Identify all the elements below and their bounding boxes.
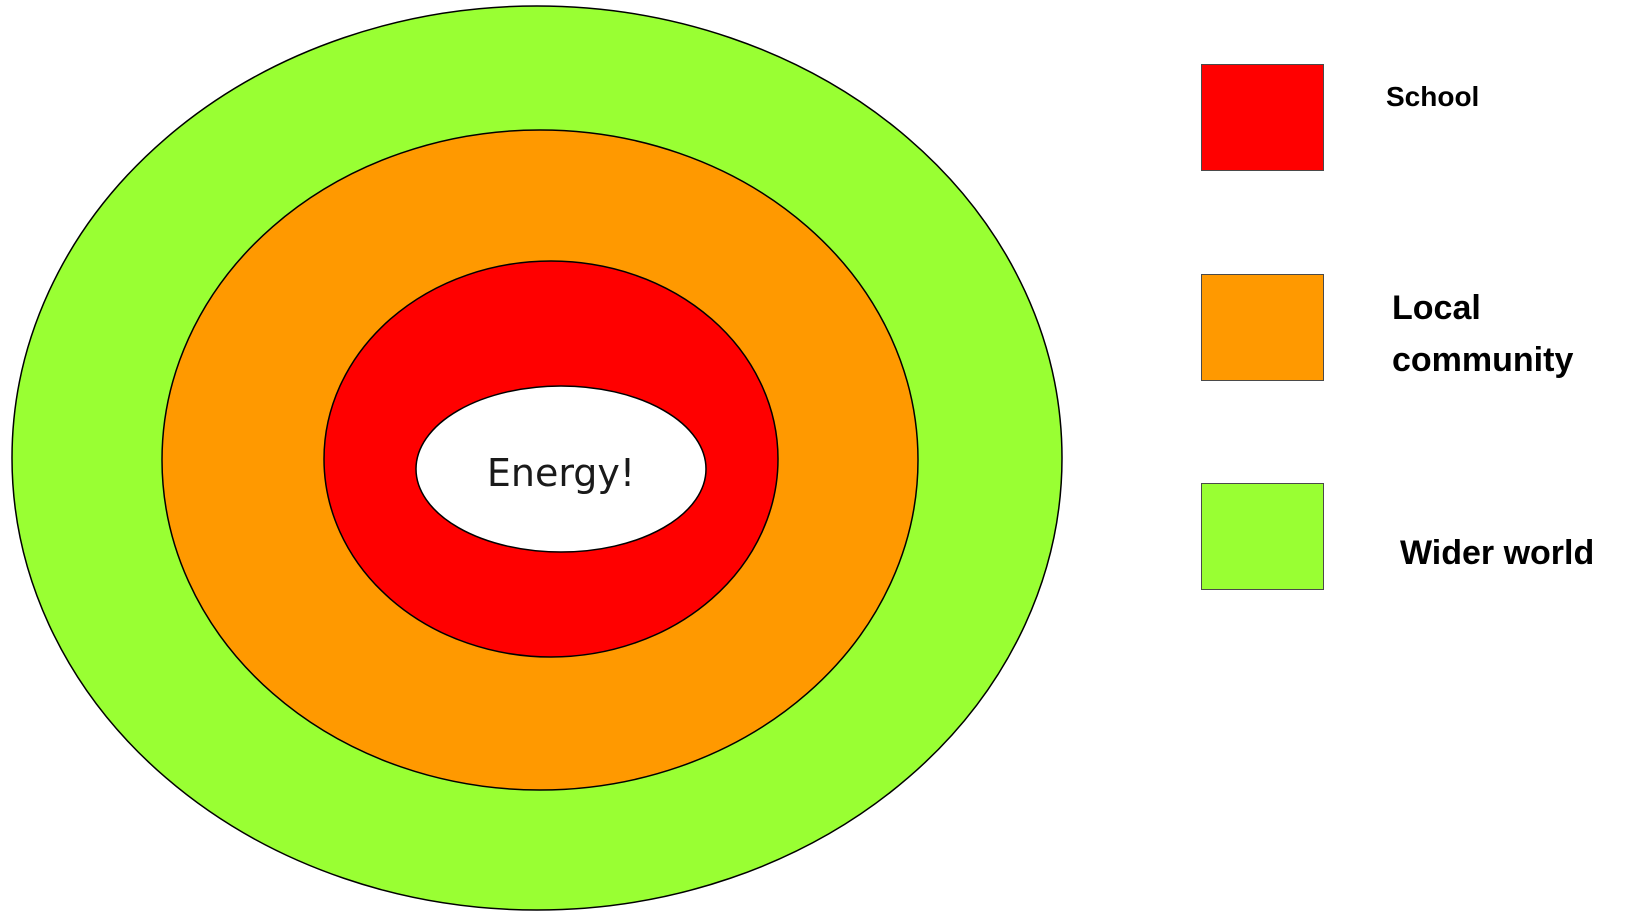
legend-label-local-community: Local community [1392,282,1573,386]
legend-label-wider-world: Wider world [1400,534,1595,572]
legend-swatch-school [1201,64,1324,171]
legend-label-local-line2: community [1392,341,1574,379]
legend-label-school: School [1386,81,1480,112]
legend-swatch-local-community [1201,274,1324,381]
center-label: Energy! [487,451,635,495]
legend-label-local-line1: Local [1392,289,1481,327]
center-ellipse [415,385,707,553]
legend-swatch-wider-world [1201,483,1324,590]
